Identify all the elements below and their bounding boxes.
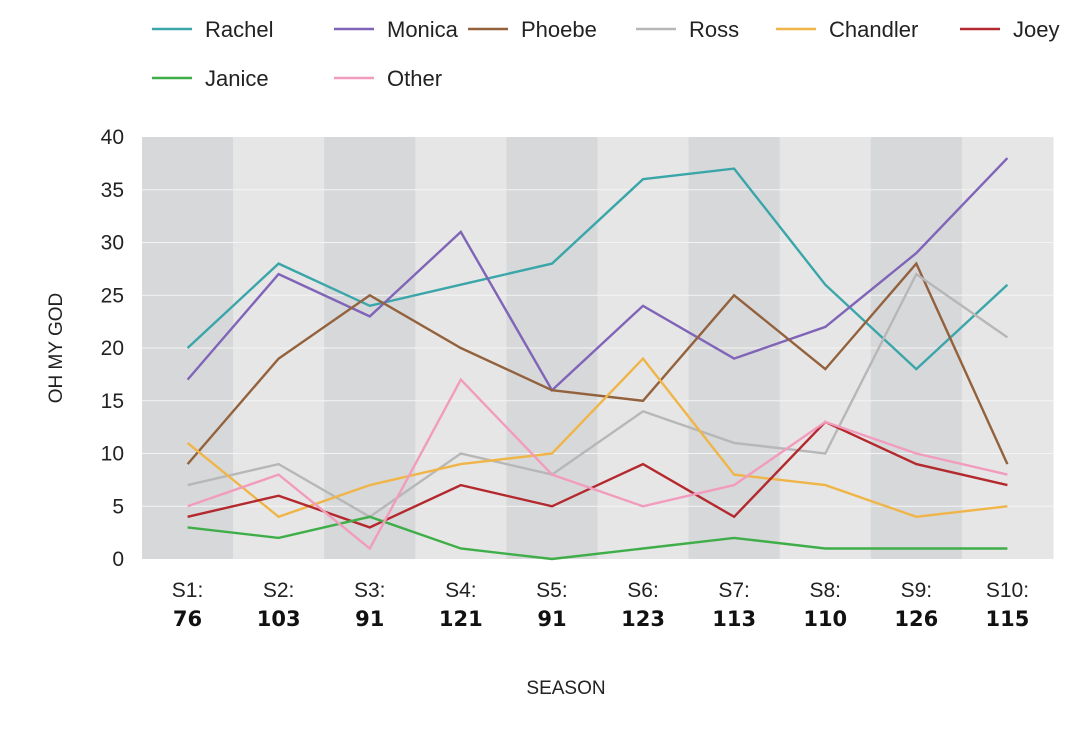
x-tick-total: 123 bbox=[621, 607, 665, 631]
x-tick-total: 76 bbox=[173, 607, 202, 631]
legend-label: Monica bbox=[387, 17, 459, 42]
y-tick-label: 30 bbox=[101, 232, 124, 255]
legend: Rachel Monica Phoebe Ross Chandler Joey Janice… bbox=[152, 17, 1059, 91]
x-tick-label: S7: bbox=[718, 579, 750, 602]
y-axis-title: OH MY GOD bbox=[46, 293, 67, 404]
y-tick-label: 10 bbox=[101, 443, 124, 466]
x-tick-total: 121 bbox=[439, 607, 483, 631]
legend-label: Chandler bbox=[829, 17, 918, 42]
x-tick-label: S4: bbox=[445, 579, 477, 602]
x-tick-total: 126 bbox=[894, 607, 938, 631]
x-tick-label: S10: bbox=[986, 579, 1029, 602]
series-lines bbox=[186, 157, 1009, 561]
legend-item-monica: Monica bbox=[334, 17, 459, 42]
x-tick-label: S8: bbox=[809, 579, 841, 602]
x-tick-label: S3: bbox=[354, 579, 386, 602]
legend-item-ross: Ross bbox=[636, 17, 739, 42]
legend-label: Ross bbox=[689, 17, 739, 42]
legend-label: Joey bbox=[1013, 17, 1059, 42]
series-line-rachel bbox=[186, 167, 1009, 371]
legend-label: Phoebe bbox=[521, 17, 597, 42]
series-line-chandler bbox=[186, 356, 1008, 519]
x-tick-total: 91 bbox=[355, 607, 384, 631]
x-axis-title: SEASON bbox=[526, 678, 605, 699]
y-tick-label: 15 bbox=[101, 390, 124, 413]
series-line-monica bbox=[186, 157, 1009, 393]
y-axis: 0 5 10 15 20 25 30 35 40 bbox=[101, 126, 124, 571]
x-tick-label: S1: bbox=[172, 579, 204, 602]
y-tick-label: 5 bbox=[112, 495, 124, 518]
x-tick-label: S2: bbox=[263, 579, 295, 602]
legend-item-rachel: Rachel bbox=[152, 17, 273, 42]
y-tick-label: 20 bbox=[101, 337, 124, 360]
x-axis: S1: 76 S2: 103 S3: 91 S4: 121 S5: 91 S6: 123 S7: 113 S… bbox=[172, 579, 1030, 631]
y-tick-label: 0 bbox=[112, 548, 124, 571]
x-tick-total: 115 bbox=[986, 607, 1030, 631]
legend-item-phoebe: Phoebe bbox=[468, 17, 597, 42]
x-tick-total: 113 bbox=[712, 607, 756, 631]
series-line-ross bbox=[187, 272, 1009, 519]
x-tick-total: 110 bbox=[803, 607, 847, 631]
series-line-phoebe bbox=[186, 261, 1009, 465]
y-tick-label: 40 bbox=[101, 126, 124, 149]
x-tick-total: 91 bbox=[537, 607, 566, 631]
x-tick-label: S9: bbox=[901, 579, 933, 602]
y-tick-label: 25 bbox=[101, 284, 124, 307]
legend-item-other: Other bbox=[334, 66, 442, 91]
legend-item-joey: Joey bbox=[960, 17, 1059, 42]
legend-label: Janice bbox=[205, 66, 269, 91]
x-tick-total: 103 bbox=[257, 607, 301, 631]
y-tick-label: 35 bbox=[101, 179, 124, 202]
legend-label: Rachel bbox=[205, 17, 273, 42]
legend-label: Other bbox=[387, 66, 442, 91]
series-line-janice bbox=[187, 515, 1008, 561]
x-tick-label: S6: bbox=[627, 579, 659, 602]
legend-item-chandler: Chandler bbox=[776, 17, 918, 42]
series-line-other bbox=[187, 377, 1008, 551]
legend-item-janice: Janice bbox=[152, 66, 269, 91]
x-tick-label: S5: bbox=[536, 579, 568, 602]
